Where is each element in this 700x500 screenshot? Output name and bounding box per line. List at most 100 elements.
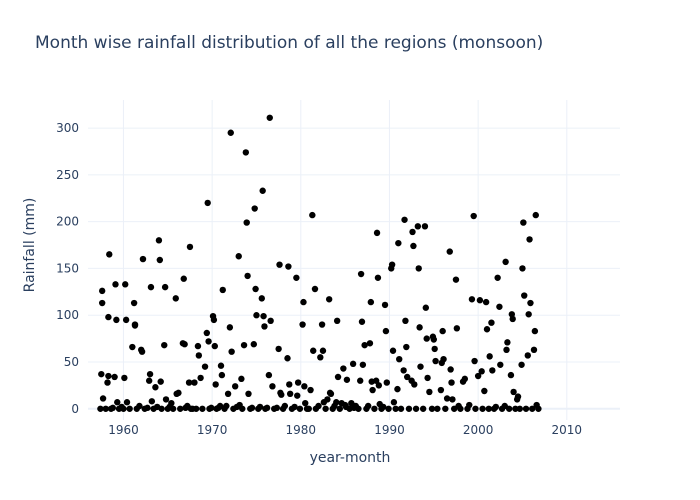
data-point [181,341,188,348]
data-point [514,393,522,400]
data-point [296,405,304,412]
y-tick-label: 100 [56,308,79,322]
data-point [504,339,511,346]
data-point [301,383,308,390]
data-point [503,346,510,354]
data-point [243,219,250,226]
data-point [275,345,282,353]
chart-title: Month wise rainfall distribution of all … [35,33,544,53]
data-point [317,354,324,361]
data-point [482,298,490,306]
y-tick-label: 200 [56,215,79,229]
data-point [521,292,528,299]
y-tick-label: 0 [71,402,79,416]
data-point [485,405,492,412]
gridlines [88,100,620,420]
data-point [474,372,482,380]
data-point [318,321,326,328]
data-point [375,382,383,389]
data-point [276,261,283,268]
data-point [372,377,380,384]
data-point [97,405,104,412]
data-point [505,405,513,412]
data-point [359,361,367,368]
data-point [466,401,473,409]
data-point [417,363,424,370]
data-point [147,283,155,291]
data-point [239,405,246,412]
data-point [227,129,234,136]
data-point [212,381,219,388]
data-point [380,403,387,411]
data-point [333,399,340,406]
data-point [481,387,488,395]
data-point [440,355,447,363]
data-point [497,361,504,368]
data-point [416,324,423,331]
data-point [439,327,446,335]
data-point [489,367,496,374]
data-point [422,304,430,311]
x-tick-label: 2010 [552,423,583,437]
data-point [527,299,534,307]
data-point [180,275,187,282]
data-point [432,357,439,365]
data-point [205,338,212,345]
data-point [522,405,530,412]
data-point [126,405,133,412]
data-point [532,211,539,219]
data-point [524,352,531,359]
data-point [218,371,226,379]
data-point [510,388,517,396]
data-point [400,367,407,374]
data-point [286,381,293,388]
data-point [98,370,105,378]
data-point [401,216,408,223]
data-point [411,381,418,388]
data-point [259,187,266,194]
data-point [155,237,163,244]
data-point [410,242,417,250]
data-point [424,374,431,382]
data-point [294,392,301,399]
data-point [284,355,291,362]
data-point [404,373,411,381]
data-point [267,317,274,325]
x-tick-label: 1970 [197,423,228,437]
data-point [131,321,139,328]
data-point [389,347,397,354]
data-point [204,199,211,207]
y-tick-label: 250 [56,168,79,182]
data-point [390,399,398,406]
data-point [430,336,437,343]
data-point [299,321,306,328]
data-point [402,317,409,325]
data-point [373,229,381,237]
data-point [357,377,364,384]
data-point [340,365,347,372]
data-point [453,325,461,332]
data-point [447,366,454,373]
data-point [231,383,239,390]
data-point [516,405,524,412]
x-tick-label: 1990 [374,423,405,437]
y-tick-label: 300 [56,121,79,135]
data-point [385,405,392,412]
data-point [113,316,120,324]
data-point [310,347,317,354]
data-point [494,274,501,281]
data-point [244,272,251,280]
data-point [369,386,376,394]
data-point [240,341,248,349]
data-point [169,405,177,412]
data-point [470,212,477,220]
data-point [428,405,436,412]
data-point [502,258,509,266]
data-point [226,324,234,331]
data-point [367,298,375,306]
data-point [223,402,230,410]
data-point [472,405,479,412]
data-point [168,399,175,407]
data-point [111,373,118,381]
